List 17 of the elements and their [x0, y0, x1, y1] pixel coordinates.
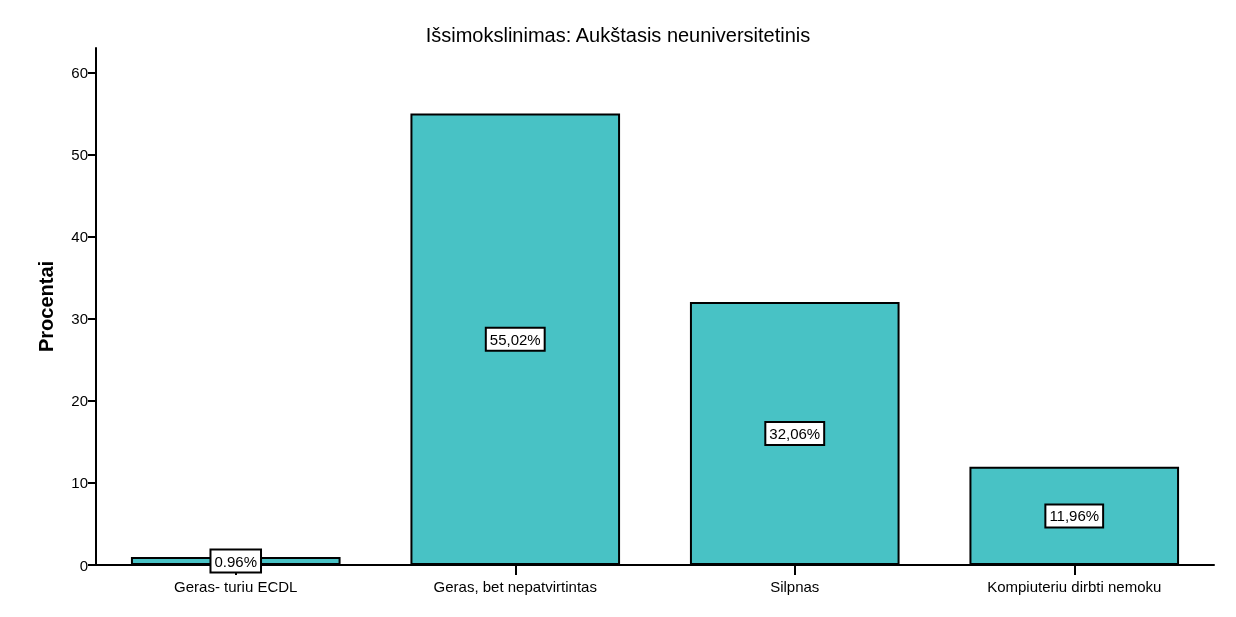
- y-axis-title: Procentai: [35, 260, 57, 353]
- x-tick-label: Geras, bet nepatvirtintas: [433, 578, 597, 595]
- y-tick-label: 30: [71, 310, 88, 328]
- y-tick-label: 60: [71, 64, 88, 82]
- y-tick-label: 10: [71, 474, 88, 492]
- data-label: 0.96%: [214, 552, 258, 570]
- x-tick-label: Silpnas: [770, 578, 820, 595]
- y-tick-label: 20: [71, 392, 88, 410]
- y-tick-label: 50: [71, 146, 88, 164]
- data-label: 32,06%: [769, 424, 821, 442]
- x-tick-label: Kompiuteriu dirbti nemoku: [987, 578, 1162, 595]
- data-label: 11,96%: [1049, 507, 1100, 525]
- chart-title: Išsimokslinimas: Aukštasis neuniversitetinis: [425, 24, 811, 46]
- y-tick-label: 0: [79, 556, 88, 574]
- data-label: 55,02%: [489, 330, 541, 348]
- y-tick-label: 40: [71, 228, 88, 246]
- x-tick-label: Geras- turiu ECDL: [174, 578, 298, 595]
